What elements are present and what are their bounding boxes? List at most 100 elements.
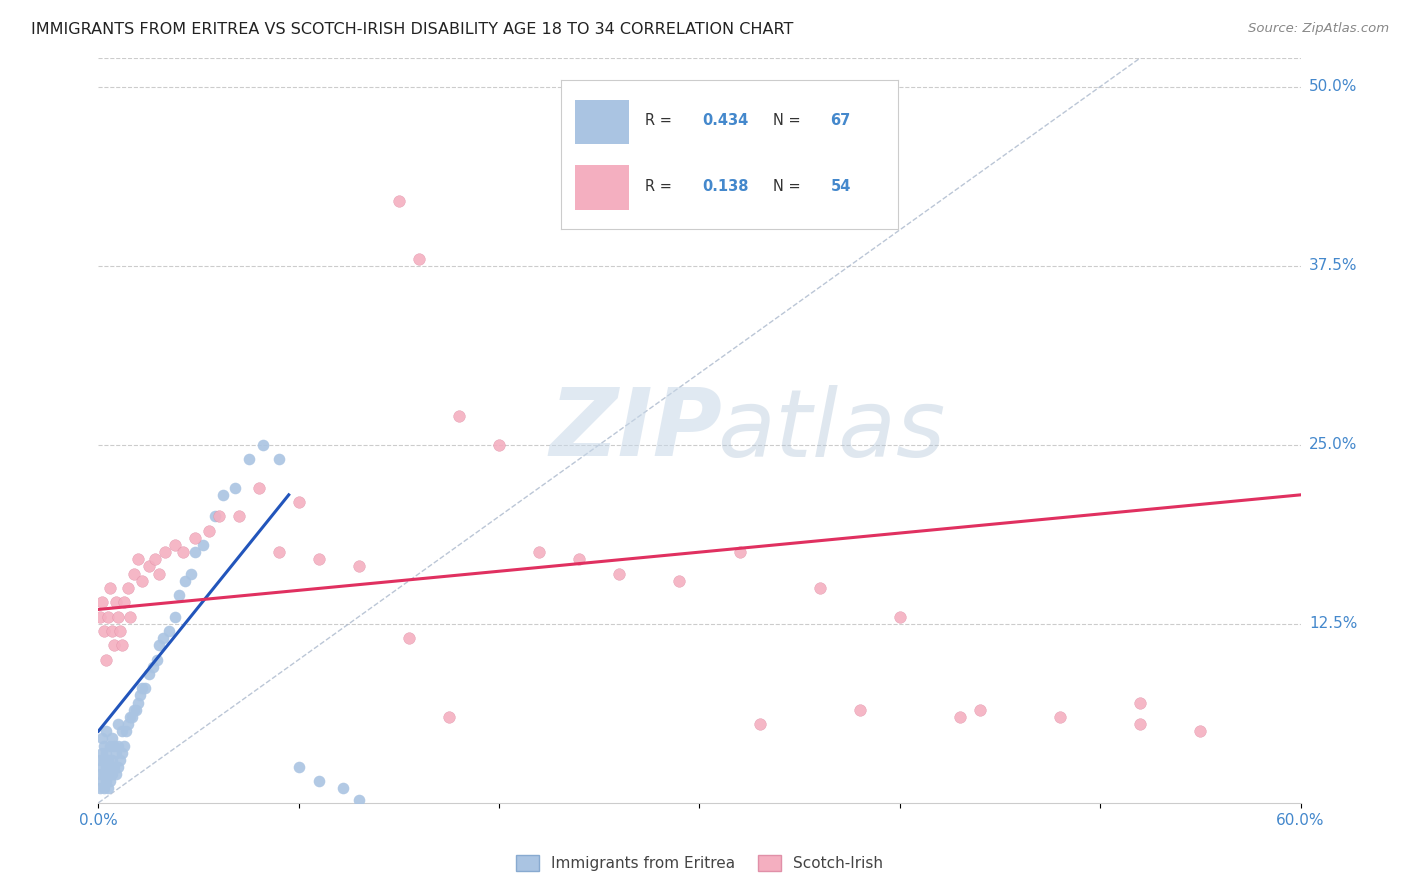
- Point: [107, 760, 129, 774]
- Text: 25.0%: 25.0%: [1309, 437, 1357, 452]
- Point: [96, 724, 118, 739]
- Point: [128, 552, 150, 566]
- Point: [167, 588, 190, 602]
- Point: [107, 717, 129, 731]
- Point: [1129, 717, 1152, 731]
- Point: [148, 638, 170, 652]
- Point: [93, 624, 115, 638]
- Point: [437, 710, 460, 724]
- Point: [143, 552, 166, 566]
- Point: [103, 638, 125, 652]
- Point: [96, 760, 118, 774]
- Point: [141, 659, 163, 673]
- Point: [117, 717, 139, 731]
- Point: [101, 753, 124, 767]
- Point: [138, 559, 160, 574]
- Point: [93, 739, 115, 753]
- Point: [101, 624, 124, 638]
- Point: [252, 438, 274, 452]
- Point: [100, 760, 122, 774]
- Point: [107, 609, 129, 624]
- Point: [125, 703, 148, 717]
- Point: [100, 774, 122, 789]
- Point: [101, 767, 124, 781]
- Point: [115, 724, 138, 739]
- Point: [91, 760, 114, 774]
- Point: [93, 767, 115, 781]
- Point: [529, 545, 551, 559]
- Text: Source: ZipAtlas.com: Source: ZipAtlas.com: [1249, 22, 1389, 36]
- Point: [134, 681, 156, 696]
- Point: [101, 731, 124, 746]
- Point: [93, 753, 115, 767]
- Point: [91, 746, 114, 760]
- Point: [208, 509, 231, 524]
- Text: 50.0%: 50.0%: [1309, 79, 1357, 95]
- Point: [148, 566, 170, 581]
- Point: [163, 538, 186, 552]
- Point: [103, 739, 125, 753]
- Point: [949, 710, 972, 724]
- Point: [288, 495, 311, 509]
- Point: [308, 552, 330, 566]
- Point: [114, 595, 136, 609]
- Point: [152, 631, 174, 645]
- Point: [1129, 696, 1152, 710]
- Point: [117, 581, 139, 595]
- Point: [120, 609, 142, 624]
- Point: [1049, 710, 1071, 724]
- Point: [247, 481, 270, 495]
- Point: [173, 574, 195, 588]
- Point: [153, 545, 176, 559]
- Point: [1189, 724, 1212, 739]
- Point: [120, 710, 142, 724]
- Point: [568, 552, 591, 566]
- Text: ZIP: ZIP: [550, 384, 723, 476]
- Point: [124, 566, 146, 581]
- Point: [808, 581, 831, 595]
- Point: [110, 624, 132, 638]
- Point: [224, 481, 246, 495]
- Point: [398, 631, 420, 645]
- Point: [191, 538, 214, 552]
- Point: [111, 638, 134, 652]
- Point: [668, 574, 690, 588]
- Point: [96, 746, 118, 760]
- Point: [97, 781, 120, 796]
- Point: [121, 710, 143, 724]
- Point: [110, 753, 132, 767]
- Point: [97, 609, 120, 624]
- Text: IMMIGRANTS FROM ERITREA VS SCOTCH-IRISH DISABILITY AGE 18 TO 34 CORRELATION CHAR: IMMIGRANTS FROM ERITREA VS SCOTCH-IRISH …: [31, 22, 793, 37]
- Point: [105, 595, 128, 609]
- Point: [889, 609, 911, 624]
- Point: [128, 696, 150, 710]
- Point: [408, 252, 430, 266]
- Point: [347, 559, 370, 574]
- Text: 12.5%: 12.5%: [1309, 616, 1357, 632]
- Text: atlas: atlas: [717, 384, 946, 476]
- Legend: Immigrants from Eritrea, Scotch-Irish: Immigrants from Eritrea, Scotch-Irish: [510, 849, 889, 878]
- Point: [183, 545, 205, 559]
- Point: [267, 545, 290, 559]
- Point: [145, 652, 167, 666]
- Point: [267, 452, 290, 467]
- Point: [748, 717, 770, 731]
- Point: [105, 746, 128, 760]
- Point: [288, 760, 311, 774]
- Point: [157, 624, 180, 638]
- Point: [332, 781, 354, 796]
- Point: [183, 531, 205, 545]
- Point: [107, 739, 129, 753]
- Point: [93, 781, 115, 796]
- Point: [609, 566, 631, 581]
- Point: [89, 781, 111, 796]
- Text: 37.5%: 37.5%: [1309, 258, 1357, 273]
- Point: [129, 689, 152, 703]
- Point: [131, 574, 153, 588]
- Point: [969, 703, 991, 717]
- Point: [163, 609, 186, 624]
- Point: [111, 724, 134, 739]
- Point: [89, 753, 111, 767]
- Point: [347, 793, 370, 807]
- Point: [103, 760, 125, 774]
